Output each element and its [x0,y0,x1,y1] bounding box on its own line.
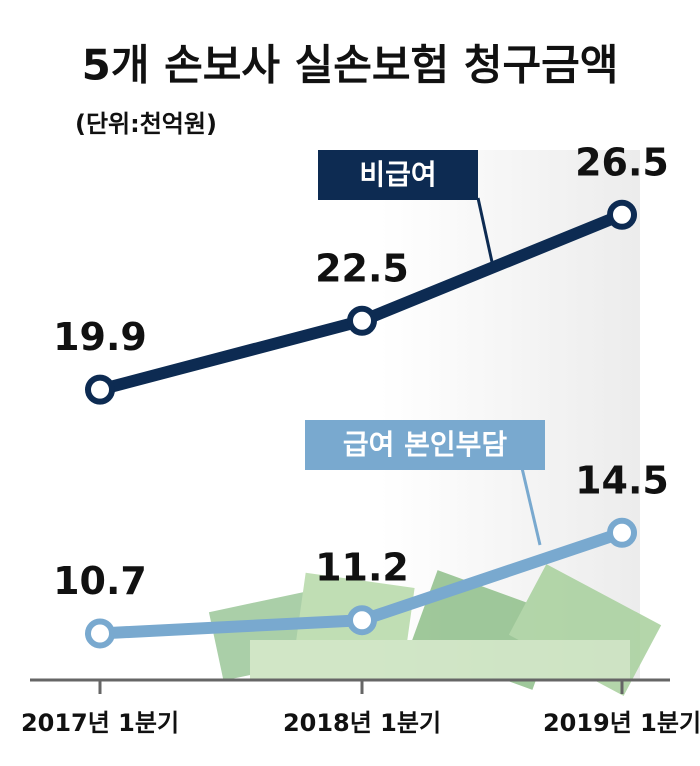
data-point [85,374,115,405]
data-label: 10.7 [53,559,147,603]
data-label: 26.5 [575,140,669,184]
x-tick-label: 2019년 1분기 [543,709,700,737]
data-point [347,605,377,636]
legend-leader [476,197,494,263]
data-label: 14.5 [575,458,669,502]
data-point [347,305,377,336]
data-label: 11.2 [315,546,409,590]
chart-subtitle: (단위:천억원) [75,110,217,138]
x-tick-label: 2018년 1분기 [283,709,441,737]
money-decoration [208,564,662,696]
x-tick-label: 2017년 1분기 [21,709,179,737]
legend-leader [520,467,542,546]
data-point [607,199,637,230]
data-label: 19.9 [53,315,147,359]
data-label: 22.5 [315,246,409,290]
legend-box [318,150,478,200]
legend-box [305,420,545,470]
data-point [85,618,115,649]
legend-label: 급여 본인부담 [343,428,508,461]
chart-title: 5개 손보사 실손보험 청구금액 [82,41,619,90]
legend-label: 비급여 [359,158,436,191]
data-point [607,517,637,548]
